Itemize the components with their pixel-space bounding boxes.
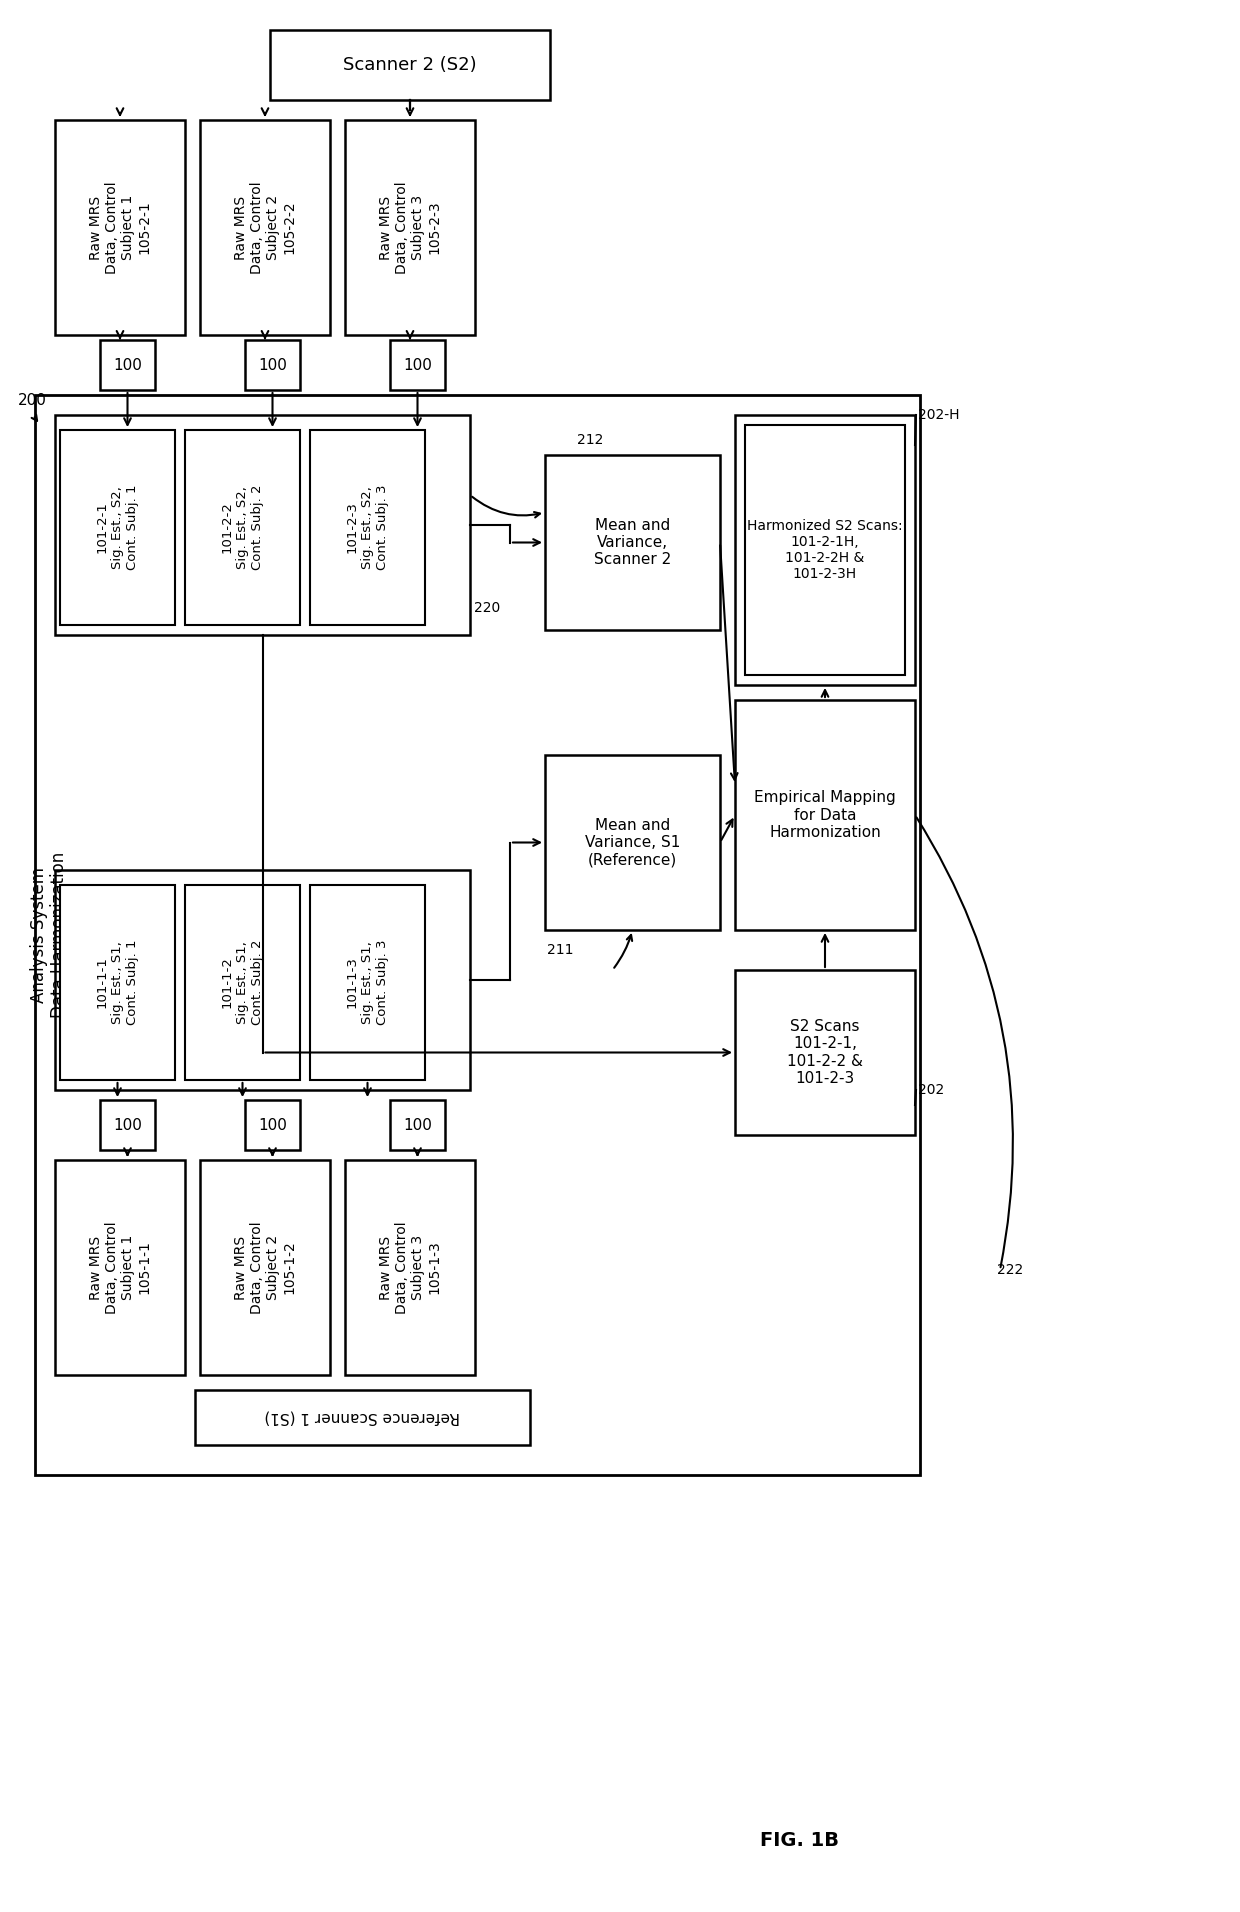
Bar (345, 120, 475, 335)
Text: 220: 220 (474, 600, 500, 616)
Text: 202-H: 202-H (918, 407, 960, 423)
Text: Harmonized S2 Scans:
101-2-1H,
101-2-2H &
101-2-3H: Harmonized S2 Scans: 101-2-1H, 101-2-2H … (748, 518, 903, 581)
Bar (55, 1161, 185, 1375)
Text: Raw MRS
Data, Control
Subject 3
105-1-3: Raw MRS Data, Control Subject 3 105-1-3 (378, 1222, 441, 1314)
Bar (745, 424, 905, 675)
Text: 100: 100 (403, 358, 432, 373)
Text: 100: 100 (113, 358, 141, 373)
Text: 101-1-1
Sig. Est., S1,
Cont. Subj. 1: 101-1-1 Sig. Est., S1, Cont. Subj. 1 (95, 941, 139, 1025)
Text: Empirical Mapping
for Data
Harmonization: Empirical Mapping for Data Harmonization (754, 790, 895, 839)
Text: 100: 100 (258, 358, 286, 373)
Bar (735, 415, 915, 684)
Bar (55, 870, 470, 1090)
Bar (391, 340, 445, 390)
Bar (185, 430, 300, 625)
Text: Scanner 2 (S2): Scanner 2 (S2) (343, 55, 477, 75)
Bar (735, 969, 915, 1136)
Text: 101-2-3
Sig. Est., S2,
Cont. Subj. 3: 101-2-3 Sig. Est., S2, Cont. Subj. 3 (346, 486, 389, 570)
Text: Mean and
Variance,
Scanner 2: Mean and Variance, Scanner 2 (594, 518, 671, 568)
Bar (100, 1099, 155, 1149)
Bar (60, 885, 175, 1080)
Text: 100: 100 (403, 1117, 432, 1132)
Text: 101-2-1
Sig. Est., S2,
Cont. Subj. 1: 101-2-1 Sig. Est., S2, Cont. Subj. 1 (95, 486, 139, 570)
Bar (246, 1099, 300, 1149)
Bar (345, 1161, 475, 1375)
Text: 212: 212 (577, 432, 603, 447)
Text: 100: 100 (258, 1117, 286, 1132)
Bar (35, 396, 920, 1474)
Text: Raw MRS
Data, Control
Subject 1
105-1-1: Raw MRS Data, Control Subject 1 105-1-1 (89, 1222, 151, 1314)
Text: 101-1-2
Sig. Est., S1,
Cont. Subj. 2: 101-1-2 Sig. Est., S1, Cont. Subj. 2 (221, 941, 264, 1025)
Bar (185, 885, 300, 1080)
Bar (195, 1390, 529, 1445)
Text: Raw MRS
Data, Control
Subject 2
105-2-2: Raw MRS Data, Control Subject 2 105-2-2 (233, 182, 296, 273)
Text: Reference Scanner 1 (S1): Reference Scanner 1 (S1) (264, 1409, 460, 1424)
Bar (60, 430, 175, 625)
Text: S2 Scans
101-2-1,
101-2-2 &
101-2-3: S2 Scans 101-2-1, 101-2-2 & 101-2-3 (787, 1019, 863, 1086)
Text: FIG. 1B: FIG. 1B (760, 1830, 839, 1849)
Bar (55, 415, 470, 635)
Bar (270, 31, 551, 99)
Bar (200, 120, 330, 335)
Text: 202: 202 (918, 1082, 944, 1097)
Text: Mean and
Variance, S1
(Reference): Mean and Variance, S1 (Reference) (585, 818, 681, 868)
Text: Raw MRS
Data, Control
Subject 2
105-1-2: Raw MRS Data, Control Subject 2 105-1-2 (233, 1222, 296, 1314)
Bar (391, 1099, 445, 1149)
Text: Analysis System
Data Harmonization: Analysis System Data Harmonization (30, 853, 68, 1017)
Bar (200, 1161, 330, 1375)
Text: 100: 100 (113, 1117, 141, 1132)
Bar (310, 885, 425, 1080)
Bar (310, 430, 425, 625)
Text: 200: 200 (19, 392, 47, 407)
Text: Raw MRS
Data, Control
Subject 1
105-2-1: Raw MRS Data, Control Subject 1 105-2-1 (89, 182, 151, 273)
Bar (100, 340, 155, 390)
Bar (55, 120, 185, 335)
Text: 101-2-2
Sig. Est., S2,
Cont. Subj. 2: 101-2-2 Sig. Est., S2, Cont. Subj. 2 (221, 486, 264, 570)
Bar (546, 455, 720, 629)
Text: 101-1-3
Sig. Est., S1,
Cont. Subj. 3: 101-1-3 Sig. Est., S1, Cont. Subj. 3 (346, 941, 389, 1025)
Bar (546, 755, 720, 929)
Text: 222: 222 (997, 1264, 1023, 1277)
Bar (735, 700, 915, 929)
Text: 211: 211 (547, 943, 573, 958)
Bar (246, 340, 300, 390)
Text: Raw MRS
Data, Control
Subject 3
105-2-3: Raw MRS Data, Control Subject 3 105-2-3 (378, 182, 441, 273)
